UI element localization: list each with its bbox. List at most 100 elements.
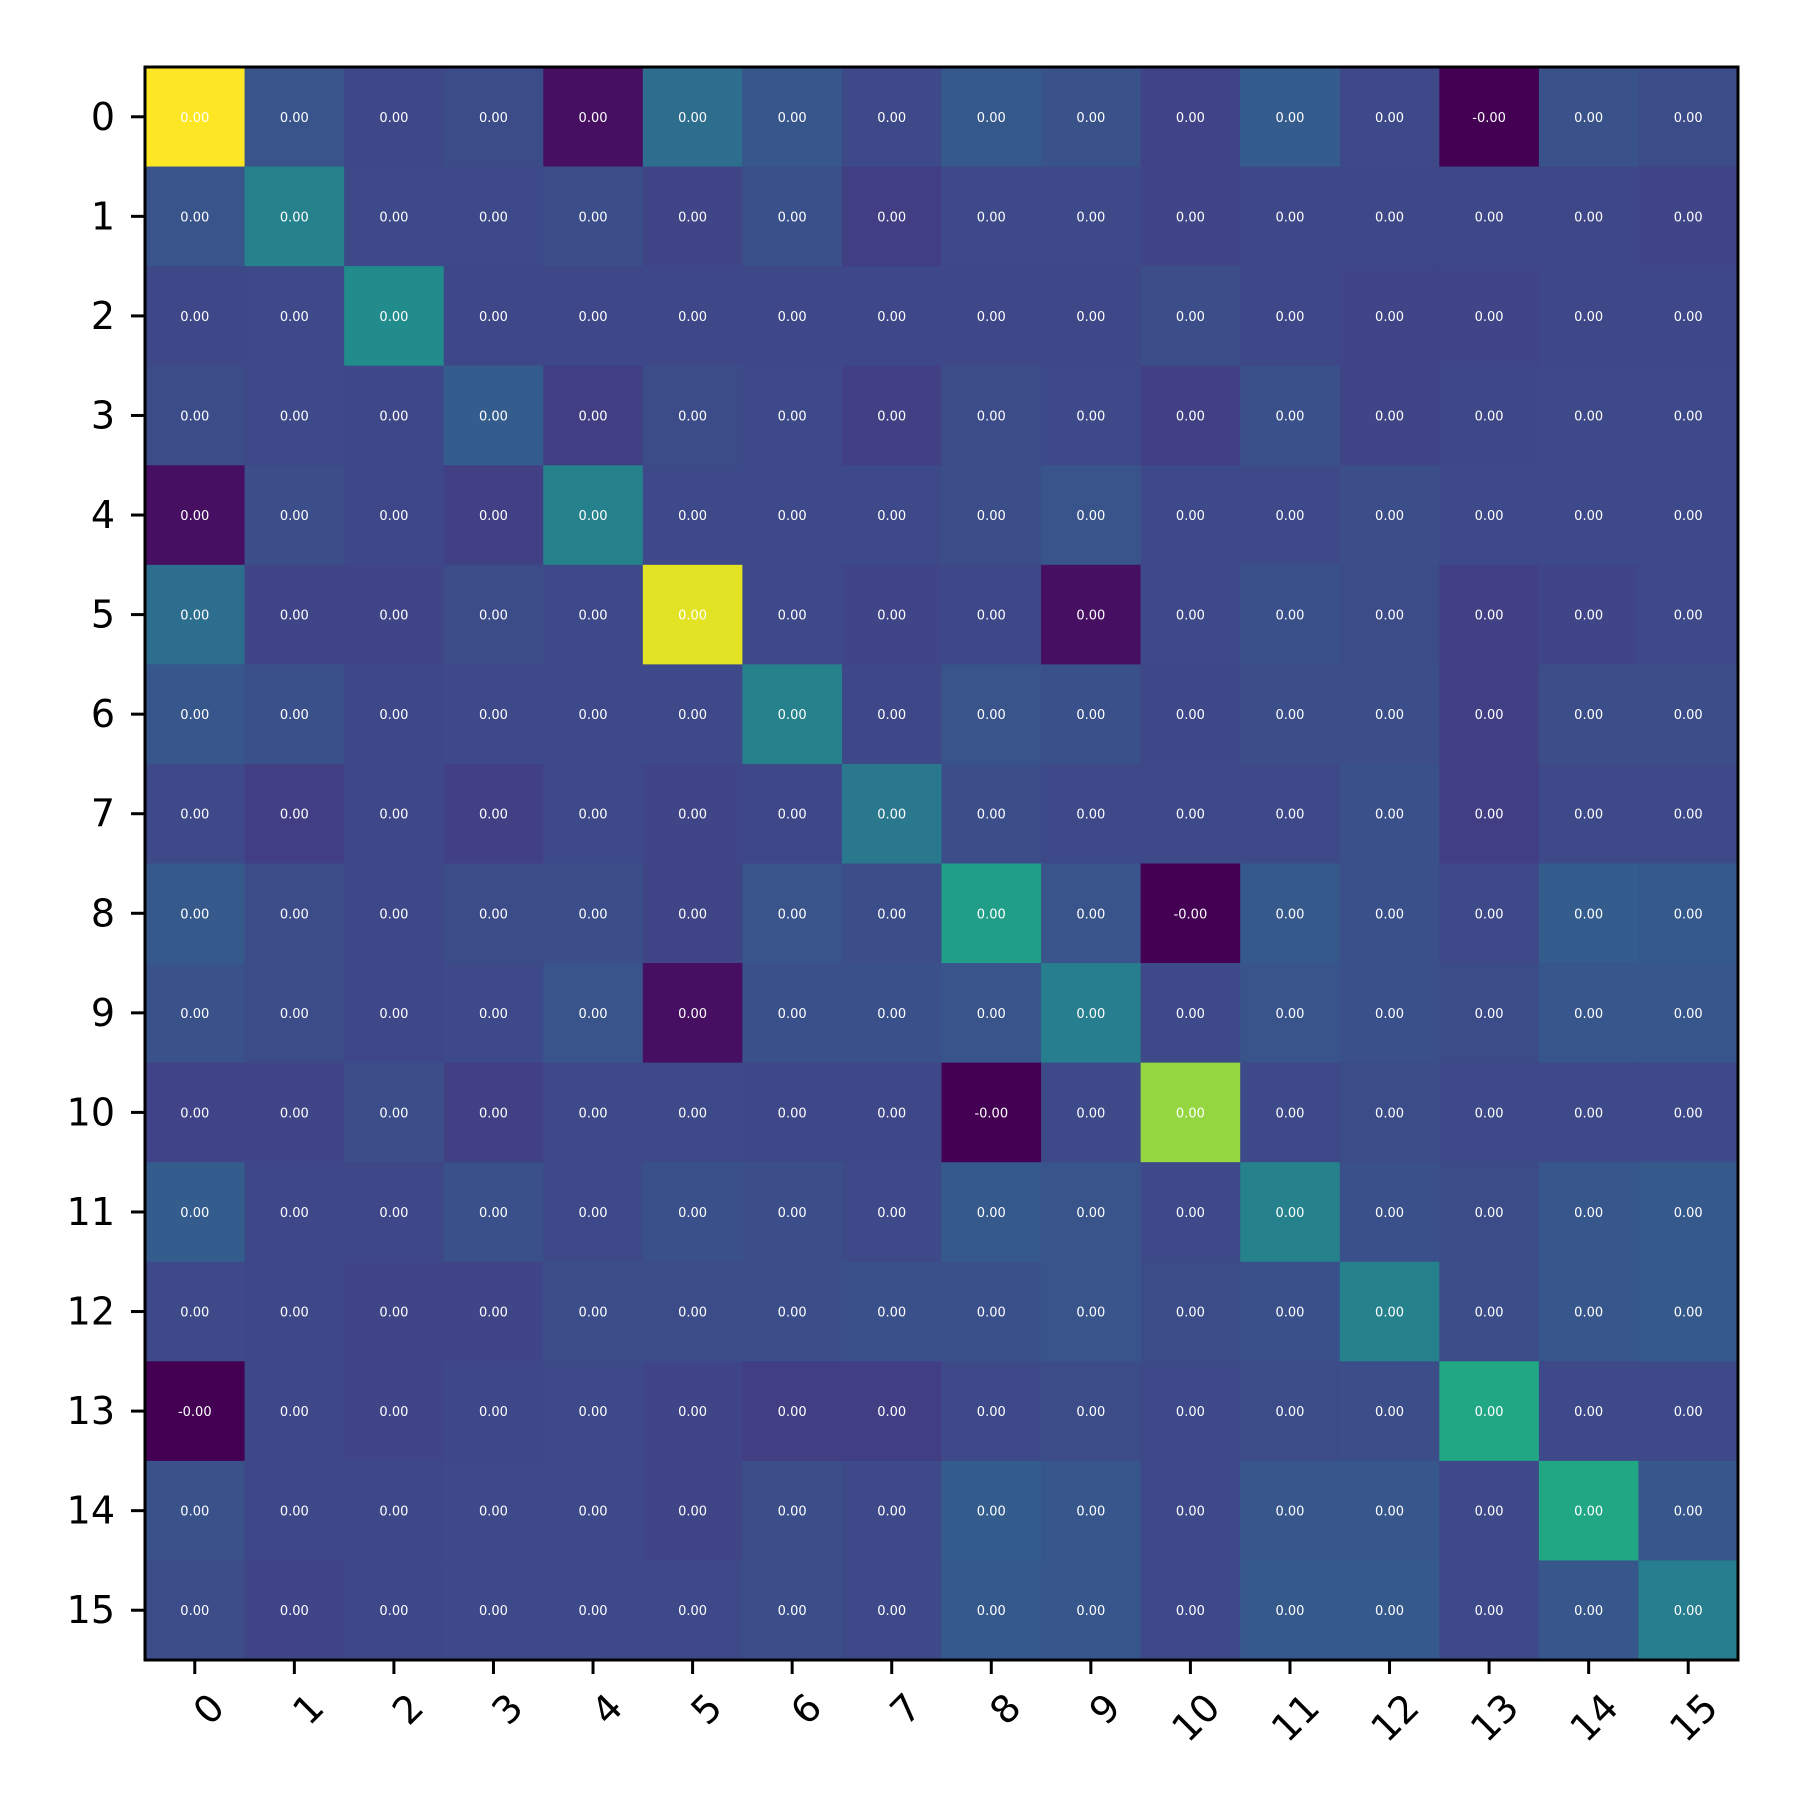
cell-value-label: 0.00: [1375, 1106, 1404, 1121]
cell-value-label: 0.00: [977, 1405, 1006, 1420]
heatmap-cell-r0-c5: [642, 67, 743, 168]
cell-value-label: 0.00: [1674, 1106, 1703, 1121]
cell-value-label: 0.00: [1475, 310, 1504, 325]
heatmap-cell-r7-c7: [841, 763, 943, 865]
heatmap-cell-r0-c11: [1240, 67, 1341, 168]
heatmap-cell-r13-c9: [1041, 1361, 1142, 1462]
heatmap-cell-r10-c4: [543, 1062, 644, 1163]
cell-value-label: 0.00: [1674, 310, 1703, 325]
cell-value-label: -0.00: [178, 1405, 212, 1420]
heatmap-cell-r14-c9: [1041, 1460, 1142, 1562]
cell-value-label: 0.00: [579, 1505, 608, 1520]
cell-value-label: 0.00: [280, 210, 309, 225]
heatmap-cell-r6-c5: [642, 664, 743, 765]
heatmap-cell-r2-c5: [642, 266, 743, 367]
heatmap-cell-r8-c13: [1439, 863, 1540, 964]
cell-value-label: 0.00: [579, 1106, 608, 1121]
heatmap-cell-r3-c2: [344, 365, 445, 466]
heatmap-cell-r6-c14: [1538, 664, 1640, 765]
y-tick-label: 11: [67, 1190, 115, 1234]
heatmap-cell-r4-c9: [1041, 465, 1142, 566]
heatmap-cell-r12-c2: [344, 1261, 445, 1362]
cell-value-label: 0.00: [1176, 808, 1205, 823]
heatmap-cell-r12-c11: [1240, 1261, 1341, 1362]
heatmap-cell-r8-c14: [1538, 863, 1640, 964]
heatmap-cell-r0-c4: [543, 67, 644, 168]
heatmap-cell-r7-c1: [244, 763, 345, 865]
cell-value-label: 0.00: [678, 1106, 707, 1121]
cell-value-label: 0.00: [877, 409, 906, 424]
cell-value-label: 0.00: [877, 808, 906, 823]
heatmap-cell-r3-c3: [443, 365, 544, 466]
cell-value-label: 0.00: [280, 310, 309, 325]
heatmap-cell-r1-c0: [145, 166, 246, 267]
cell-value-label: 0.00: [1475, 907, 1504, 922]
heatmap-cell-r9-c10: [1140, 963, 1241, 1064]
cell-value-label: 0.00: [1475, 1604, 1504, 1619]
cell-value-label: 0.00: [678, 409, 707, 424]
heatmap-cell-r9-c4: [543, 963, 644, 1064]
heatmap-cell-r1-c6: [742, 166, 843, 267]
cell-value-label: 0.00: [778, 409, 807, 424]
heatmap-cell-r7-c8: [941, 763, 1042, 865]
cell-value-label: 0.00: [1574, 111, 1603, 126]
heatmap-cell-r12-c12: [1339, 1261, 1440, 1362]
heatmap-cell-r15-c2: [344, 1560, 445, 1661]
heatmap-cell-r9-c1: [244, 963, 345, 1064]
heatmap-cell-r11-c5: [642, 1162, 743, 1263]
cell-value-label: 0.00: [1674, 907, 1703, 922]
cell-value-label: 0.00: [1176, 111, 1205, 126]
heatmap-cell-r0-c6: [742, 67, 843, 168]
heatmap-cell-r2-c15: [1638, 266, 1739, 367]
x-tick-label: 3: [483, 1685, 531, 1733]
heatmap-cell-r10-c13: [1439, 1062, 1540, 1163]
heatmap-cell-r2-c2: [344, 266, 445, 367]
cell-value-label: 0.00: [1076, 1405, 1105, 1420]
heatmap-cell-r10-c11: [1240, 1062, 1341, 1163]
cell-value-label: 0.00: [180, 609, 209, 624]
heatmap-cell-r0-c9: [1041, 67, 1142, 168]
cell-value-label: 0.00: [1674, 808, 1703, 823]
cell-value-label: 0.00: [1574, 808, 1603, 823]
cell-value-label: 0.00: [1176, 609, 1205, 624]
cell-value-label: 0.00: [479, 111, 508, 126]
heatmap-cell-r11-c11: [1240, 1162, 1341, 1263]
cell-value-label: 0.00: [1275, 1206, 1304, 1221]
cell-value-label: 0.00: [977, 708, 1006, 723]
cell-value-label: 0.00: [479, 907, 508, 922]
cell-value-label: 0.00: [479, 708, 508, 723]
heatmap-cell-r2-c9: [1041, 266, 1142, 367]
cell-value-label: 0.00: [778, 609, 807, 624]
cell-value-label: 0.00: [678, 1206, 707, 1221]
cell-value-label: 0.00: [778, 708, 807, 723]
heatmap-cell-r14-c10: [1140, 1460, 1241, 1562]
cell-value-label: 0.00: [479, 1007, 508, 1022]
cell-value-label: 0.00: [1275, 310, 1304, 325]
cell-value-label: 0.00: [1176, 409, 1205, 424]
cell-value-label: 0.00: [180, 1206, 209, 1221]
heatmap-cell-r0-c7: [841, 67, 943, 168]
heatmap-cell-r4-c6: [742, 465, 843, 566]
heatmap-cell-r15-c1: [244, 1560, 345, 1661]
cell-value-label: 0.00: [280, 111, 309, 126]
heatmap-cell-r13-c4: [543, 1361, 644, 1462]
cell-value-label: 0.00: [1076, 1505, 1105, 1520]
cell-value-label: 0.00: [1076, 1604, 1105, 1619]
cell-value-label: 0.00: [180, 310, 209, 325]
cell-value-label: 0.00: [379, 708, 408, 723]
cell-value-label: 0.00: [1375, 1206, 1404, 1221]
cell-value-label: 0.00: [180, 1106, 209, 1121]
x-tick-label: 0: [185, 1685, 233, 1733]
heatmap-cell-r3-c8: [941, 365, 1042, 466]
cell-value-label: 0.00: [678, 310, 707, 325]
cell-value-label: 0.00: [479, 409, 508, 424]
cell-value-label: 0.00: [280, 509, 309, 524]
cell-value-label: 0.00: [1375, 1505, 1404, 1520]
cell-value-label: 0.00: [1275, 609, 1304, 624]
cell-value-label: 0.00: [1275, 1106, 1304, 1121]
heatmap-cell-r13-c11: [1240, 1361, 1341, 1462]
heatmap-cell-r14-c11: [1240, 1460, 1341, 1562]
heatmap-cell-r13-c10: [1140, 1361, 1241, 1462]
heatmap-cell-r0-c8: [941, 67, 1042, 168]
heatmap-cell-r12-c13: [1439, 1261, 1540, 1362]
